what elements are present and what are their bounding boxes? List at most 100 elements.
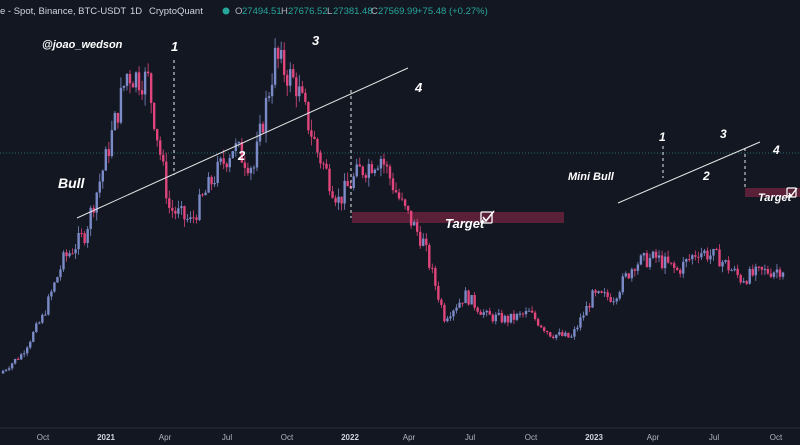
- candle-body: [4, 369, 8, 371]
- candle-body: [89, 207, 92, 229]
- candle-body: [29, 341, 32, 348]
- candle-body: [479, 311, 482, 315]
- wave-labels: 1 2 3 4 1 2 3 4: [171, 33, 780, 183]
- x-tick-label: Apr: [647, 433, 660, 442]
- candle-body: [739, 274, 742, 283]
- candle-body: [645, 253, 649, 268]
- candle-body: [38, 322, 41, 324]
- candle-body: [7, 368, 11, 370]
- candle-body: [35, 323, 38, 333]
- candle-body: [697, 256, 700, 258]
- candle-body: [131, 83, 135, 88]
- candle-body: [289, 69, 292, 86]
- candle-body: [228, 158, 231, 168]
- candle-body: [394, 190, 398, 193]
- candle-body: [712, 248, 715, 256]
- candle-body: [772, 272, 776, 277]
- candle-body: [304, 92, 307, 102]
- candle-body: [62, 252, 65, 270]
- candle-body: [258, 123, 262, 142]
- x-tick-label: 2023: [585, 433, 603, 442]
- candle-body: [621, 276, 624, 293]
- candle-body: [47, 296, 50, 315]
- candle-body: [539, 325, 543, 328]
- candle-body: [431, 267, 434, 269]
- candle-body: [657, 255, 661, 258]
- candle-body: [597, 291, 600, 293]
- candle-body: [437, 285, 440, 300]
- candle-body: [143, 71, 147, 95]
- header-title[interactable]: e - Spot, Binance, BTC-USDT: [0, 6, 126, 17]
- candle-body: [536, 319, 540, 326]
- candle-body: [669, 262, 673, 264]
- candle-body: [322, 163, 325, 165]
- candle-body: [545, 331, 549, 333]
- candle-body: [482, 312, 485, 315]
- candle-body: [355, 164, 358, 177]
- target-zone-right: [745, 188, 800, 197]
- candle-body: [319, 152, 322, 164]
- candle-body: [210, 176, 213, 185]
- candle-body: [742, 281, 745, 283]
- candle-body: [373, 169, 377, 174]
- x-tick-label: Jul: [222, 433, 232, 442]
- candle-body: [518, 313, 522, 315]
- candle-body: [660, 255, 664, 269]
- candle-body: [337, 196, 340, 203]
- candle-body: [748, 268, 751, 284]
- candle-body: [252, 167, 256, 169]
- candle-body: [654, 251, 658, 258]
- candle-body: [186, 219, 189, 221]
- candle-body: [763, 269, 767, 271]
- candle-body: [261, 123, 265, 133]
- candle-body: [137, 72, 141, 91]
- candle-body: [672, 263, 676, 268]
- candle-body: [485, 310, 488, 313]
- candle-body: [343, 180, 346, 204]
- candle-body: [458, 302, 461, 308]
- candle-body: [573, 329, 576, 337]
- candle-body: [412, 222, 416, 226]
- candle-body: [74, 249, 77, 254]
- candle-body: [745, 281, 748, 284]
- candle-body: [171, 207, 174, 211]
- ohlc-close-value: 27569.99: [378, 6, 418, 17]
- x-tick-label: 2021: [97, 433, 115, 442]
- candle-body: [688, 259, 691, 261]
- candle-body: [152, 102, 156, 129]
- candle-body: [567, 332, 570, 338]
- candle-body: [240, 142, 244, 163]
- candle-body: [576, 327, 579, 330]
- candle-body: [618, 292, 621, 299]
- candle-body: [352, 176, 355, 188]
- x-tick-label: Jul: [465, 433, 475, 442]
- candle-body: [234, 143, 238, 152]
- candle-body: [422, 238, 425, 246]
- candle-body: [769, 273, 773, 277]
- candle-body: [778, 269, 782, 277]
- x-tick-label: Oct: [525, 433, 538, 442]
- candle-body: [331, 191, 334, 198]
- candle-body: [174, 210, 177, 214]
- header-interval[interactable]: 1D: [130, 6, 142, 17]
- x-tick-label: Jul: [709, 433, 719, 442]
- candle-body: [122, 85, 126, 88]
- candle-body: [388, 166, 392, 179]
- header-source[interactable]: CryptoQuant: [149, 6, 203, 17]
- candle-body: [642, 253, 646, 256]
- candle-body: [570, 336, 573, 338]
- candle-body: [515, 313, 519, 320]
- candle-body: [44, 314, 47, 316]
- candle-body: [419, 231, 422, 246]
- candle-body: [116, 112, 120, 123]
- candle-body: [246, 167, 250, 174]
- candle-body: [385, 164, 389, 167]
- ohlc-high-label: H: [281, 6, 288, 17]
- candle-body: [56, 277, 59, 283]
- candle-body: [415, 222, 419, 232]
- candle-body: [425, 238, 428, 245]
- candle-body: [694, 255, 697, 257]
- candle-body: [207, 176, 210, 193]
- ohlc-close-label: C: [371, 6, 378, 17]
